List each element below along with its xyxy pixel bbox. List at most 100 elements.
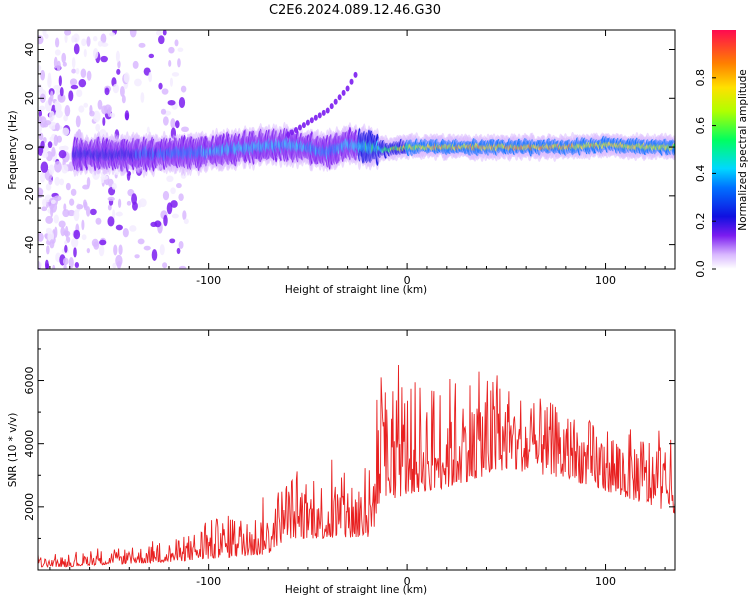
spectrogram-noise-blob: [62, 257, 69, 266]
snr-ylabel: SNR (10 * v/v): [7, 413, 19, 488]
spectrogram-noise-blob: [53, 85, 61, 90]
spectrogram-branch-blob: [305, 119, 310, 126]
spectrogram-noise-blob: [71, 237, 79, 248]
spectrogram-noise-blob: [160, 108, 167, 115]
spectrogram-noise-blob: [56, 60, 61, 72]
spectrogram-noise-blob: [109, 112, 116, 118]
spectrogram-noise-blob: [58, 220, 66, 228]
spectrogram-ytick-label: 20: [23, 91, 36, 105]
spectrogram-noise-blob: [58, 75, 62, 87]
spectrogram-noise-blob: [70, 84, 79, 90]
spectrogram-noise-blob: [95, 217, 102, 225]
spectrogram-branch-blob: [333, 98, 338, 105]
spectrogram-noise-blob: [148, 53, 155, 59]
spectrogram-noise-blob: [168, 59, 172, 67]
spectrogram-noise-blob: [113, 244, 118, 256]
spectrogram-xtick-label: 0: [404, 274, 411, 287]
spectrogram-noise-blob: [107, 196, 115, 202]
spectrogram-noise-blob: [69, 78, 78, 86]
spectrogram-branch-blob: [353, 71, 358, 78]
spectrogram-noise-blob: [72, 33, 80, 43]
spectrogram-noise-blob: [125, 113, 129, 121]
spectrogram-noise-blob: [57, 93, 66, 103]
spectrogram-noise-blob: [89, 208, 97, 216]
spectrogram-frame: [37, 29, 676, 270]
spectrogram-noise-blob: [58, 149, 67, 159]
snr-frame: [37, 329, 676, 571]
spectrogram-noise-blob: [81, 219, 85, 231]
spectrogram-noise-blob: [67, 209, 76, 217]
spectrogram-noise-blob: [54, 176, 60, 186]
spectrogram-noise-blob: [48, 96, 52, 106]
spectrogram-noise-blob: [40, 140, 45, 150]
spectrogram-noise-blob: [129, 30, 137, 38]
spectrogram-noise-blob: [104, 104, 112, 114]
snr-ytick-label: 2000: [23, 493, 36, 521]
spectrogram-noise-blob: [62, 209, 70, 218]
spectrogram-noise-blob: [134, 78, 142, 87]
spectrogram-noise-blob: [119, 86, 125, 97]
spectrogram-noise-blob: [117, 60, 121, 69]
spectrogram-noise-blob: [126, 200, 132, 206]
spectrogram-axes: -100 0 100 -40 -20 0 20 40: [23, 30, 675, 287]
spectrogram-noise-blob: [65, 236, 71, 243]
spectrogram-branch-blob: [286, 131, 291, 138]
spectrogram-noise-blob: [169, 238, 176, 244]
spectrogram-noise-blob: [89, 110, 95, 117]
spectrogram-ylabel: Frequency (Hz): [7, 110, 19, 189]
spectrogram-noise-blob: [47, 76, 52, 88]
spectrogram-noise-blob: [86, 70, 92, 81]
spectrogram-noise-blob: [115, 50, 120, 63]
spectrogram-noise-blob: [177, 47, 184, 53]
spectrogram-noise-blob: [143, 245, 151, 251]
spectrogram-noise-blob: [115, 224, 123, 231]
spectrogram-noise-blob: [159, 244, 165, 256]
spectrogram-noise-blob: [166, 202, 173, 215]
spectrogram-noise-blob: [45, 215, 53, 224]
spectrogram-noise-blob: [38, 132, 44, 141]
colorbar-gradient: [712, 30, 736, 269]
spectrogram-noise-blob: [99, 239, 107, 246]
spectrogram-noise-blob: [175, 120, 180, 129]
spectrogram-noise-blob: [38, 261, 42, 269]
spectrogram-noise-blob: [95, 123, 101, 132]
spectrogram-noise-blob: [78, 105, 85, 113]
spectrogram-noise-blob: [50, 199, 56, 205]
spectrogram-noise-blob: [74, 261, 80, 269]
spectrogram-noise-blob: [150, 221, 158, 227]
spectrogram-noise-blob: [162, 190, 170, 201]
spectrogram-noise-blob: [168, 46, 175, 54]
spectrogram-noise-blob: [117, 198, 122, 209]
spectrogram-noise-blob: [45, 183, 52, 191]
spectrogram-noise-blob: [64, 240, 68, 246]
spectrogram-noise-blob: [69, 198, 75, 206]
spectrogram-noise-blob: [73, 43, 80, 55]
snr-ytick-label: 6000: [23, 367, 36, 395]
spectrogram-noise-blob: [73, 209, 80, 222]
spectrogram-ytick-label: -40: [23, 236, 36, 254]
spectrogram-noise-blob: [132, 60, 139, 69]
spectrogram-noise-blob: [55, 122, 60, 132]
spectrogram-noise-blob: [178, 97, 186, 109]
spectrogram-noise-blob: [158, 82, 163, 90]
spectrogram-noise-blob: [44, 259, 49, 269]
spectrogram-noise-blob: [112, 83, 120, 94]
snr-xtick-label: 0: [404, 575, 411, 588]
spectrogram-noise-blob: [93, 241, 100, 250]
spectrogram-noise-blob: [138, 198, 147, 208]
spectrogram-noise-blob: [166, 175, 174, 183]
spectrogram-noise-blob: [81, 234, 87, 241]
spectrogram-noise-blob: [148, 71, 153, 83]
spectrogram-branch-blob: [337, 94, 342, 101]
spectrogram-noise-blob: [118, 244, 123, 256]
spectrogram-noise-blob: [38, 109, 42, 118]
spectrogram-noise-blob: [129, 225, 137, 232]
spectrogram-noise-blob: [61, 52, 67, 64]
spectrogram-noise-blob: [41, 206, 48, 212]
spectrogram-noise-blob: [116, 68, 121, 75]
spectrogram-noise-blob: [170, 118, 176, 129]
spectrogram-noise-blob: [177, 58, 181, 68]
colorbar-tick-label: 0.8: [694, 69, 707, 87]
snr-xtick-label: 100: [595, 575, 616, 588]
